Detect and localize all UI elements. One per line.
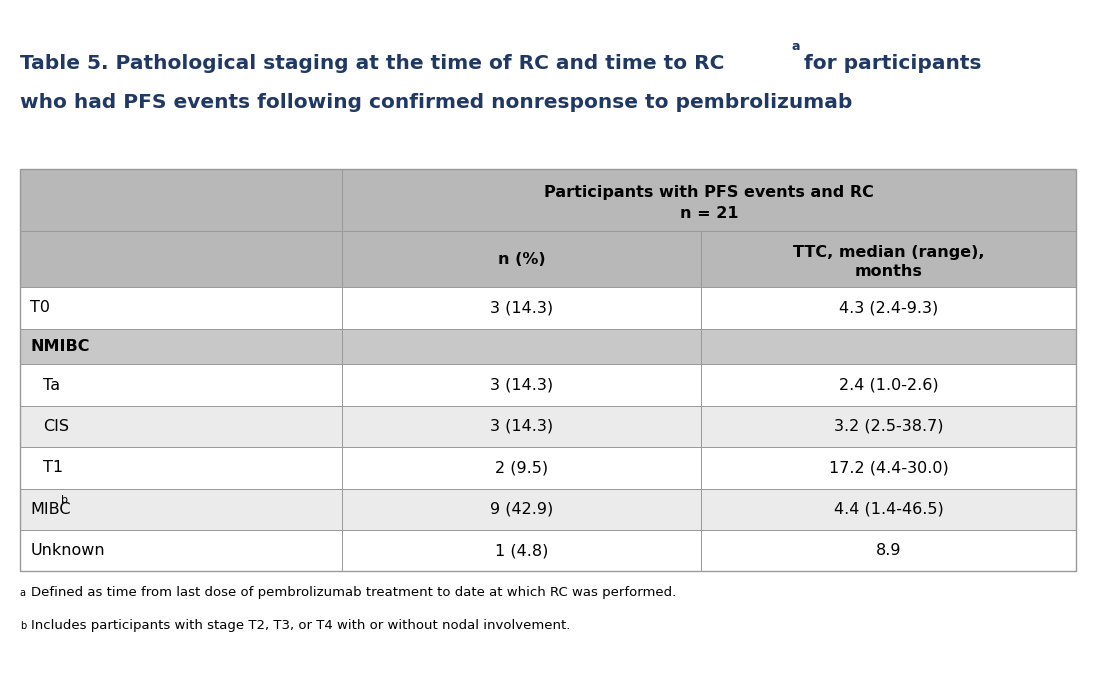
Text: Unknown: Unknown — [31, 543, 105, 558]
Text: 2.4 (1.0-2.6): 2.4 (1.0-2.6) — [838, 378, 938, 393]
Bar — [342, 169, 1076, 231]
Text: who had PFS events following confirmed nonresponse to pembrolizumab: who had PFS events following confirmed n… — [20, 93, 852, 112]
Text: T1: T1 — [43, 460, 64, 475]
Text: b: b — [20, 621, 26, 631]
Text: b: b — [61, 495, 68, 505]
Text: Ta: Ta — [43, 378, 60, 393]
Bar — [20, 489, 342, 530]
Bar — [20, 329, 342, 364]
Text: 8.9: 8.9 — [876, 543, 902, 558]
Text: n (%): n (%) — [498, 251, 546, 267]
Text: 3 (14.3): 3 (14.3) — [490, 378, 553, 393]
Bar — [701, 406, 1076, 447]
Bar — [20, 406, 342, 447]
Text: 17.2 (4.4-30.0): 17.2 (4.4-30.0) — [829, 460, 949, 475]
Text: 3 (14.3): 3 (14.3) — [490, 419, 553, 434]
Bar — [20, 169, 342, 231]
Bar — [342, 530, 701, 571]
Text: Participants with PFS events and RC: Participants with PFS events and RC — [545, 185, 875, 200]
Text: 2 (9.5): 2 (9.5) — [495, 460, 548, 475]
Bar — [20, 287, 342, 329]
Text: a: a — [20, 588, 25, 598]
Bar — [701, 329, 1076, 364]
Text: 1 (4.8): 1 (4.8) — [495, 543, 548, 558]
Bar — [701, 287, 1076, 329]
Bar — [20, 169, 1076, 571]
Bar — [20, 447, 342, 489]
Bar — [342, 447, 701, 489]
Bar — [701, 231, 1076, 287]
Bar — [701, 364, 1076, 406]
Text: Defined as time from last dose of pembrolizumab treatment to date at which RC wa: Defined as time from last dose of pembro… — [31, 586, 676, 599]
Bar — [20, 231, 342, 287]
Text: T0: T0 — [31, 300, 50, 316]
Bar — [342, 406, 701, 447]
Bar — [342, 231, 701, 287]
Bar — [342, 287, 701, 329]
Text: Table 5. Pathological staging at the time of RC and time to RC: Table 5. Pathological staging at the tim… — [20, 54, 724, 73]
Text: Includes participants with stage T2, T3, or T4 with or without nodal involvement: Includes participants with stage T2, T3,… — [31, 619, 570, 632]
Text: MIBC: MIBC — [31, 502, 71, 517]
Bar — [342, 364, 701, 406]
Text: TTC, median (range),: TTC, median (range), — [794, 245, 984, 260]
Bar — [701, 447, 1076, 489]
Text: 3.2 (2.5-38.7): 3.2 (2.5-38.7) — [834, 419, 944, 434]
Text: a: a — [791, 39, 800, 52]
Text: 4.4 (1.4-46.5): 4.4 (1.4-46.5) — [834, 502, 944, 517]
Bar — [20, 530, 342, 571]
Text: NMIBC: NMIBC — [31, 339, 90, 354]
Bar — [342, 489, 701, 530]
Text: n = 21: n = 21 — [680, 206, 739, 221]
Text: 9 (42.9): 9 (42.9) — [490, 502, 553, 517]
Text: for participants: for participants — [797, 54, 981, 73]
Bar — [701, 530, 1076, 571]
Text: 3 (14.3): 3 (14.3) — [490, 300, 553, 316]
Text: CIS: CIS — [43, 419, 69, 434]
Text: Table 5. Pathological staging at the time of RC and time to RC: Table 5. Pathological staging at the tim… — [20, 54, 724, 73]
Bar — [701, 489, 1076, 530]
Bar — [20, 364, 342, 406]
Text: 4.3 (2.4-9.3): 4.3 (2.4-9.3) — [840, 300, 938, 316]
Text: months: months — [855, 264, 923, 279]
Bar — [342, 329, 701, 364]
